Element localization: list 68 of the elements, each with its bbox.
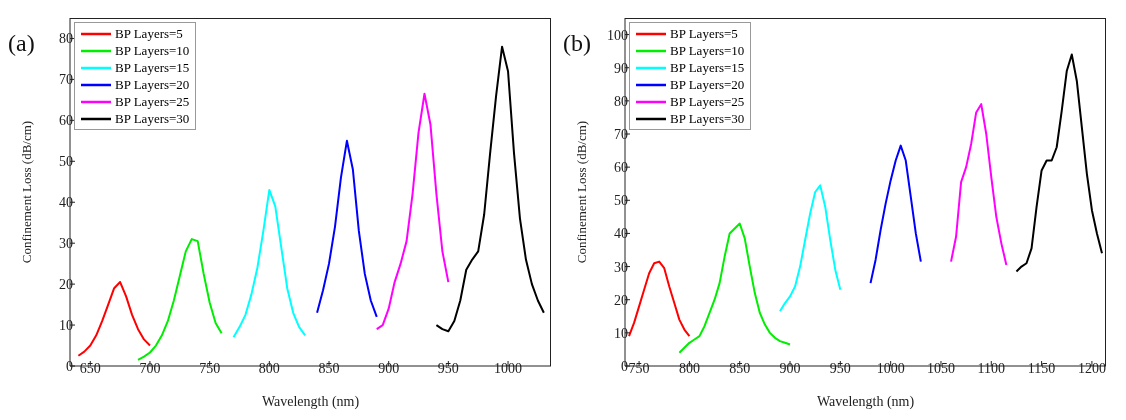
y-axis-title: Confinement Loss (dB/cm) xyxy=(18,120,34,264)
line-series xyxy=(435,45,545,333)
legend-label: BP Layers=20 xyxy=(115,76,190,93)
x-tick-label: 800 xyxy=(678,360,700,376)
x-tick-label: 900 xyxy=(378,360,400,376)
y-tick-label: 30 xyxy=(614,259,628,275)
x-tick-label: 1150 xyxy=(1027,360,1056,376)
legend-label: BP Layers=5 xyxy=(115,25,183,42)
line-series xyxy=(950,103,1008,266)
line-series xyxy=(316,139,378,318)
x-tick-label: 1000 xyxy=(494,360,523,376)
line-series xyxy=(137,238,223,361)
text: (a) xyxy=(8,30,35,57)
y-tick-label: 70 xyxy=(59,72,73,88)
y-tick-label: 100 xyxy=(607,27,628,43)
x-tick-label: 900 xyxy=(779,360,801,376)
x-tick-label: 850 xyxy=(318,360,340,376)
line-series xyxy=(678,222,792,354)
line-series xyxy=(375,92,450,331)
legend-label: BP Layers=10 xyxy=(115,42,190,59)
legend-label: BP Layers=30 xyxy=(670,110,745,127)
x-tick-label: 950 xyxy=(829,360,851,376)
y-tick-label: 40 xyxy=(59,195,73,211)
y-tick-label: 80 xyxy=(614,93,628,109)
x-tick-label: 650 xyxy=(79,360,101,376)
legend-label: BP Layers=25 xyxy=(115,93,190,110)
x-tick-label: 1000 xyxy=(876,360,905,376)
y-tick-label: 60 xyxy=(614,160,628,176)
y-tick-label: 90 xyxy=(614,60,628,76)
legend-label: BP Layers=10 xyxy=(670,42,745,59)
x-tick-label: 800 xyxy=(258,360,280,376)
y-tick-label: 10 xyxy=(614,325,628,341)
y-tick-label: 80 xyxy=(59,31,73,47)
line-series xyxy=(232,188,307,339)
x-axis-title: Wavelength (nm) xyxy=(816,394,915,410)
x-axis-title: Wavelength (nm) xyxy=(261,394,360,410)
y-tick-label: 20 xyxy=(59,277,73,293)
x-tick-label: 1200 xyxy=(1077,360,1106,376)
x-tick-label: 850 xyxy=(729,360,751,376)
x-tick-label: 1050 xyxy=(926,360,955,376)
legend-label: BP Layers=25 xyxy=(670,93,745,110)
x-tick-label: 1100 xyxy=(977,360,1006,376)
y-axis-title: Confinement Loss (dB/cm) xyxy=(573,120,589,264)
y-tick-label: 10 xyxy=(59,318,73,334)
y-tick-label: 0 xyxy=(66,358,73,374)
line-series xyxy=(628,260,691,338)
y-tick-label: 50 xyxy=(59,154,73,170)
legend-label: BP Layers=30 xyxy=(115,110,190,127)
y-tick-label: 30 xyxy=(59,236,73,252)
y-tick-label: 70 xyxy=(614,126,628,142)
y-tick-label: 60 xyxy=(59,113,73,129)
y-tick-label: 0 xyxy=(621,358,628,374)
line-series xyxy=(778,184,842,313)
line-series xyxy=(1015,53,1103,273)
x-tick-label: 750 xyxy=(628,360,650,376)
legend-label: BP Layers=15 xyxy=(670,59,745,76)
x-tick-label: 700 xyxy=(139,360,161,376)
text: (b) xyxy=(563,30,591,57)
x-tick-label: 750 xyxy=(199,360,221,376)
legend-label: BP Layers=20 xyxy=(670,76,745,93)
y-tick-label: 20 xyxy=(614,292,628,308)
x-tick-label: 950 xyxy=(437,360,459,376)
legend-label: BP Layers=15 xyxy=(115,59,190,76)
line-series xyxy=(77,281,151,357)
y-tick-label: 40 xyxy=(614,226,628,242)
legend-label: BP Layers=5 xyxy=(670,25,738,42)
line-series xyxy=(869,144,922,285)
y-tick-label: 50 xyxy=(614,193,628,209)
